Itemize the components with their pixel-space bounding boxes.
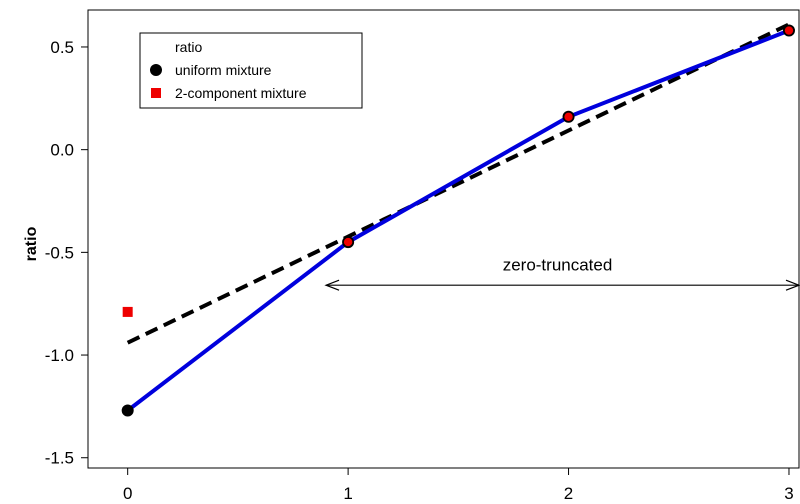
legend-label-uniform-mixture: uniform mixture (175, 62, 272, 78)
point-uniform-mixture (121, 404, 134, 417)
series-line-uniform-mixture (126, 28, 790, 413)
x-tick-label: 0 (123, 484, 132, 503)
y-tick-label: -1.0 (45, 346, 74, 365)
point-2-component-mixture (564, 112, 573, 121)
axes-layer: -1.5 -1.0 -0.5 0.0 0.5 0 1 2 3 ratio (23, 9, 800, 503)
annotation-arrowhead-right (785, 279, 800, 291)
point-2-component-mixture (122, 306, 133, 317)
legend-marker-2-component-mixture (151, 88, 161, 98)
data-layer (121, 22, 795, 417)
x-tick-label: 1 (343, 484, 352, 503)
reference-dashed-line (126, 22, 790, 345)
x-tick-label: 3 (784, 484, 793, 503)
point-2-component-mixture (784, 26, 794, 35)
annotation-layer: zero-truncated (324, 256, 800, 291)
y-tick-label: -0.5 (45, 243, 74, 262)
legend-title: ratio (175, 39, 202, 55)
legend-box (139, 32, 363, 109)
point-2-component-mixture (343, 237, 353, 247)
legend-marker-uniform-mixture (150, 64, 162, 76)
annotation-arrowhead-left (324, 279, 340, 291)
y-axis-label: ratio (23, 226, 40, 261)
legend: ratio uniform mixture 2-component mixture (139, 32, 363, 109)
x-tick-label: 2 (564, 484, 573, 503)
plot-frame (87, 9, 800, 469)
y-tick-label: 0.0 (50, 141, 74, 160)
annotation-label: zero-truncated (503, 256, 613, 275)
y-tick-label: -1.5 (45, 449, 74, 468)
y-tick-label: 0.5 (50, 38, 74, 57)
legend-label-2-component-mixture: 2-component mixture (175, 85, 307, 101)
